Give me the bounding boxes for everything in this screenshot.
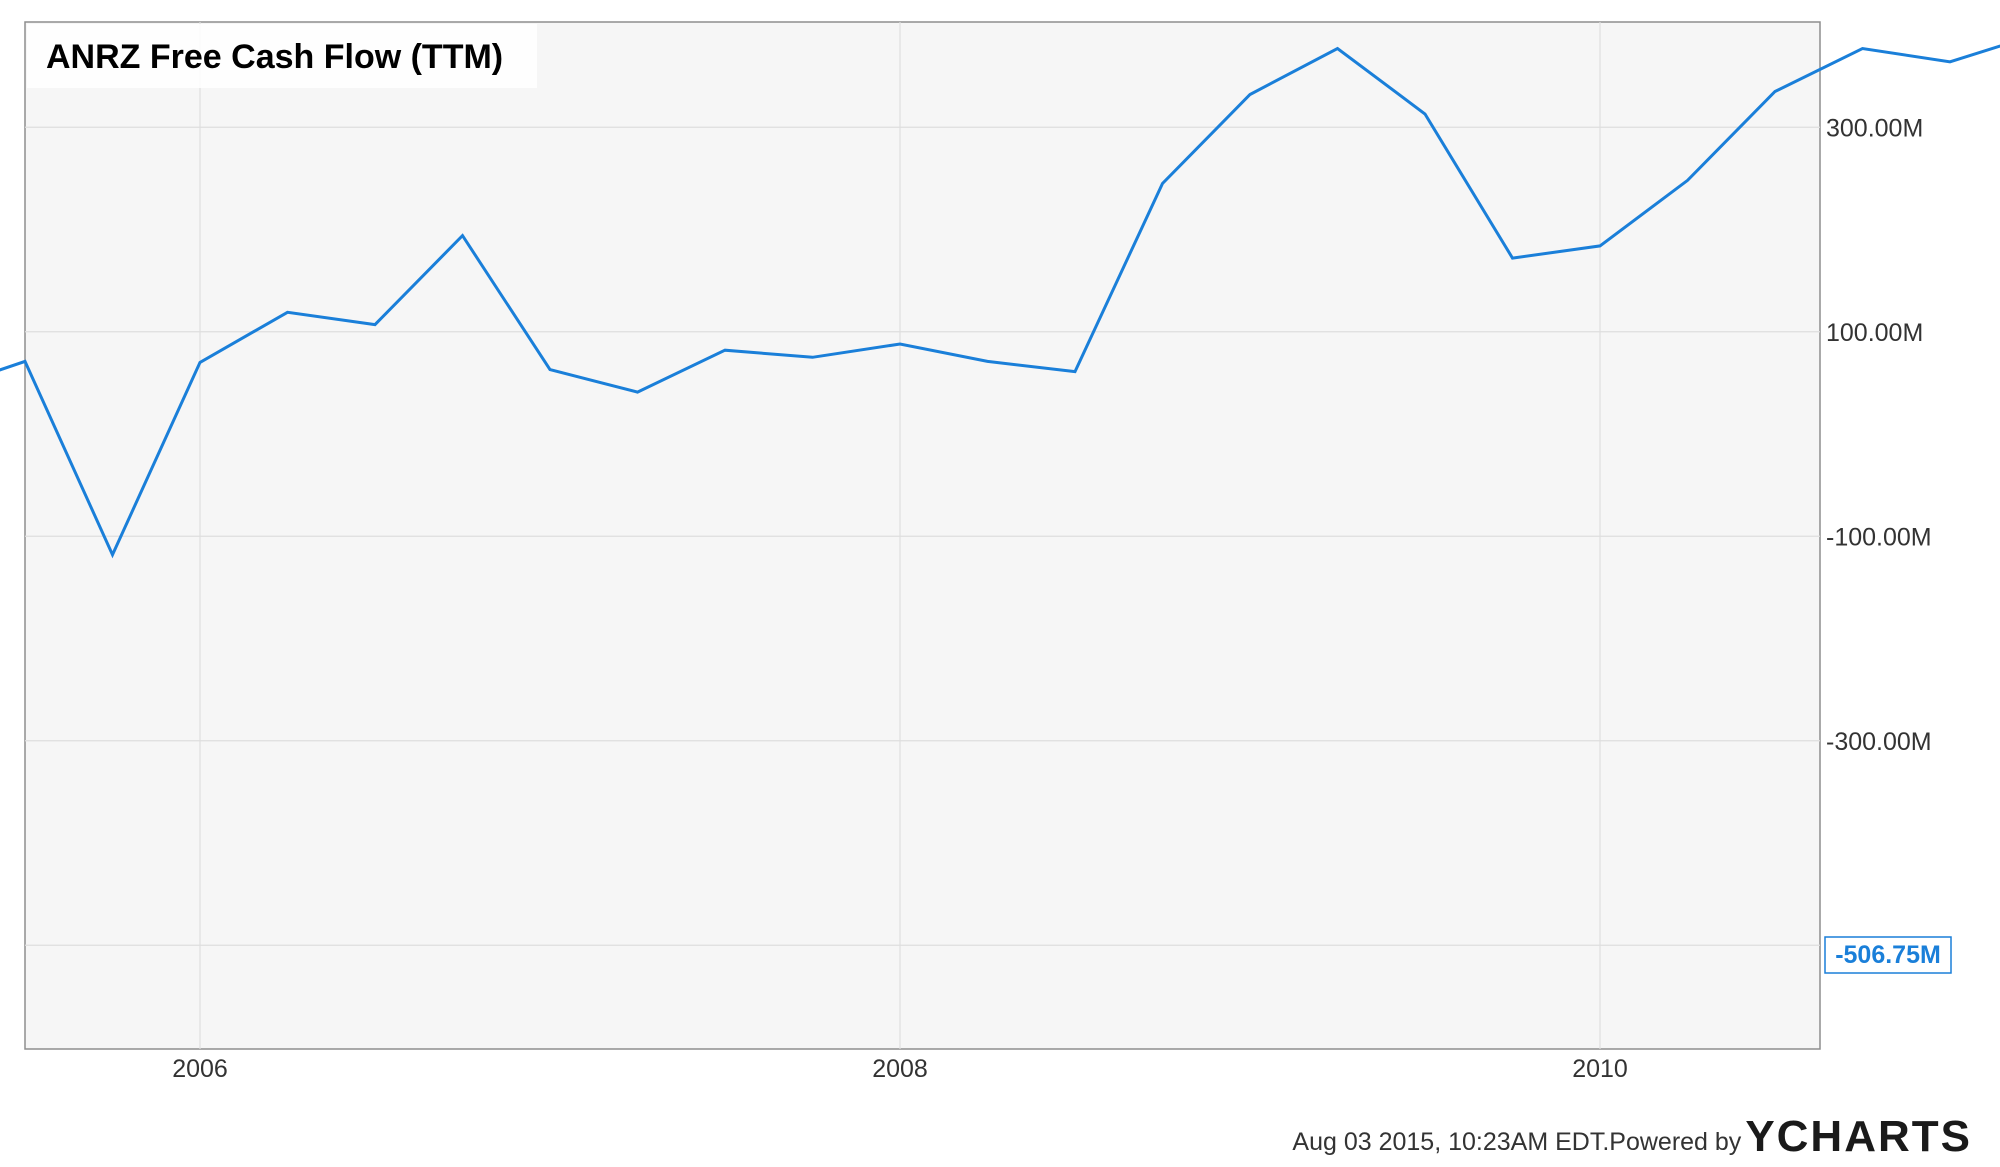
footer: Aug 03 2015, 10:23AM EDT. Powered by YCH…	[1292, 1112, 1972, 1161]
gridlines	[25, 22, 1820, 1049]
data-point	[1949, 60, 1951, 63]
data-point	[1074, 370, 1076, 373]
y-tick-label: 100.00M	[1826, 319, 1923, 347]
x-tick-label-2010: 2010	[1572, 1055, 1628, 1083]
last-value-badge: -506.75M	[1824, 936, 1952, 974]
data-point	[111, 553, 114, 556]
data-point	[811, 356, 814, 359]
data-point	[1249, 93, 1251, 96]
data-point	[1861, 47, 1864, 50]
timestamp: Aug 03 2015, 10:23AM EDT.	[1292, 1128, 1610, 1156]
data-point	[286, 311, 289, 314]
last-value-label: -506.75M	[1835, 941, 1941, 969]
plot-background	[24, 21, 1821, 1050]
data-point	[374, 323, 376, 326]
data-point	[986, 360, 989, 363]
y-tick-label: -300.00M	[1826, 728, 1932, 756]
data-point	[724, 349, 726, 352]
x-tick-labels: 20062008201020122014	[172, 1055, 1628, 1083]
y-tick-labels: 300.00M 100.00M -100.00M -300.00M	[1826, 114, 1932, 756]
data-point	[1511, 257, 1514, 260]
data-point	[1161, 182, 1164, 185]
data-point	[461, 234, 464, 237]
data-point	[1686, 179, 1689, 182]
y-tick-label: -100.00M	[1826, 523, 1932, 551]
data-point	[1774, 90, 1776, 93]
data-point	[549, 368, 551, 371]
title-background	[27, 24, 537, 88]
data-point	[24, 360, 26, 363]
x-tick-label-2006: 2006	[172, 1055, 228, 1083]
y-tick-label: 300.00M	[1826, 114, 1923, 142]
series-layer	[0, 44, 2000, 559]
data-point	[1336, 47, 1339, 50]
series-line-0	[0, 44, 2000, 559]
data-point	[899, 343, 901, 345]
ycharts-logo[interactable]: YCHARTS	[1745, 1112, 1972, 1161]
chart-title: ANRZ Free Cash Flow (TTM)	[46, 38, 503, 76]
data-point	[1599, 244, 1601, 247]
powered-by: Powered by	[1609, 1128, 1742, 1156]
data-point	[199, 361, 201, 364]
data-point	[636, 391, 639, 394]
data-point	[1424, 113, 1426, 115]
x-tick-label-2008: 2008	[872, 1055, 928, 1083]
last-value-box	[1824, 936, 1952, 974]
